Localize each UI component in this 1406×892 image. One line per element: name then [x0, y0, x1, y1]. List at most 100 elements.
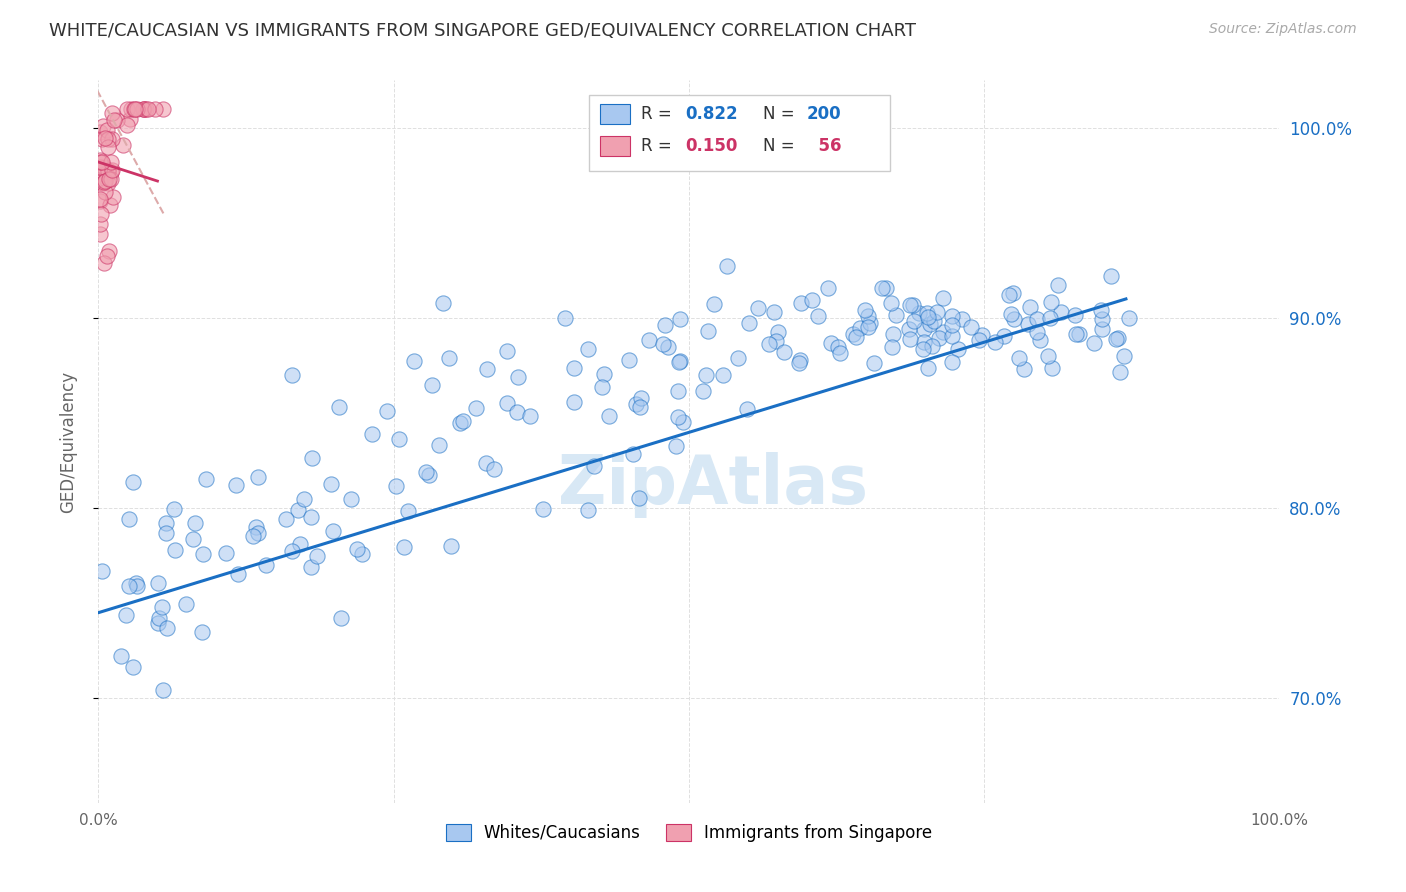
- Point: [668, 354, 690, 368]
- Point: [118, 512, 141, 526]
- Point: [915, 306, 938, 320]
- Point: [392, 541, 415, 555]
- Point: [921, 339, 943, 353]
- Point: [696, 324, 718, 338]
- Point: [669, 353, 692, 368]
- Point: [464, 401, 486, 415]
- Point: [156, 621, 179, 635]
- Y-axis label: GED/Equivalency: GED/Equivalency: [59, 370, 77, 513]
- Point: [174, 598, 197, 612]
- Point: [912, 322, 935, 336]
- Point: [103, 112, 125, 127]
- Point: [875, 280, 897, 294]
- Point: [941, 354, 963, 368]
- Point: [911, 342, 934, 356]
- Point: [903, 314, 925, 328]
- Point: [817, 281, 839, 295]
- Point: [120, 112, 142, 126]
- Point: [583, 458, 606, 473]
- Point: [281, 543, 304, 558]
- Point: [134, 102, 156, 116]
- Point: [132, 102, 155, 116]
- Point: [440, 539, 463, 553]
- Point: [89, 217, 111, 231]
- Point: [621, 447, 644, 461]
- Point: [97, 176, 120, 190]
- Point: [849, 320, 872, 334]
- Point: [127, 579, 149, 593]
- Text: ZipAtlas: ZipAtlas: [558, 452, 868, 518]
- Point: [150, 600, 173, 615]
- Point: [100, 165, 122, 179]
- Point: [766, 325, 789, 339]
- Point: [132, 102, 155, 116]
- Point: [93, 175, 115, 189]
- Point: [418, 467, 440, 482]
- Point: [226, 567, 249, 582]
- Point: [562, 394, 585, 409]
- Point: [1026, 325, 1049, 339]
- Point: [162, 501, 184, 516]
- Point: [737, 402, 759, 417]
- Point: [100, 132, 122, 146]
- Point: [617, 353, 640, 368]
- Point: [716, 260, 738, 274]
- Point: [89, 153, 111, 167]
- Point: [432, 295, 454, 310]
- Point: [115, 119, 138, 133]
- Point: [361, 426, 384, 441]
- Point: [91, 176, 114, 190]
- Point: [350, 547, 373, 561]
- Point: [897, 322, 920, 336]
- Point: [118, 579, 141, 593]
- Text: 0.150: 0.150: [685, 137, 738, 155]
- Point: [89, 161, 111, 175]
- Point: [101, 190, 124, 204]
- Point: [148, 611, 170, 625]
- Point: [692, 384, 714, 398]
- Point: [496, 344, 519, 359]
- Point: [93, 161, 115, 175]
- Point: [122, 102, 145, 116]
- Point: [281, 368, 304, 383]
- Point: [941, 318, 963, 333]
- Point: [97, 131, 120, 145]
- Point: [901, 298, 924, 312]
- Point: [135, 102, 157, 116]
- Point: [100, 197, 122, 211]
- Point: [665, 439, 688, 453]
- Point: [155, 526, 177, 541]
- Point: [1105, 332, 1128, 346]
- Point: [475, 362, 498, 376]
- Point: [870, 281, 893, 295]
- Point: [152, 683, 174, 698]
- Point: [886, 308, 908, 322]
- Point: [340, 491, 363, 506]
- Point: [322, 524, 344, 539]
- Point: [90, 163, 112, 178]
- Point: [820, 335, 842, 350]
- Point: [1050, 305, 1073, 319]
- Point: [124, 102, 146, 116]
- FancyBboxPatch shape: [600, 104, 630, 124]
- Point: [94, 186, 117, 200]
- Point: [288, 537, 311, 551]
- Point: [898, 332, 921, 346]
- Point: [91, 119, 114, 133]
- Point: [630, 391, 652, 405]
- Point: [908, 305, 931, 319]
- Point: [292, 491, 315, 506]
- Point: [917, 310, 939, 324]
- Point: [531, 501, 554, 516]
- Point: [591, 380, 613, 394]
- Point: [703, 297, 725, 311]
- Point: [858, 309, 880, 323]
- Point: [747, 301, 769, 315]
- Point: [100, 105, 122, 120]
- Point: [191, 548, 214, 562]
- Point: [928, 331, 950, 345]
- Point: [592, 367, 614, 381]
- Point: [970, 328, 993, 343]
- Point: [453, 414, 475, 428]
- Point: [93, 173, 115, 187]
